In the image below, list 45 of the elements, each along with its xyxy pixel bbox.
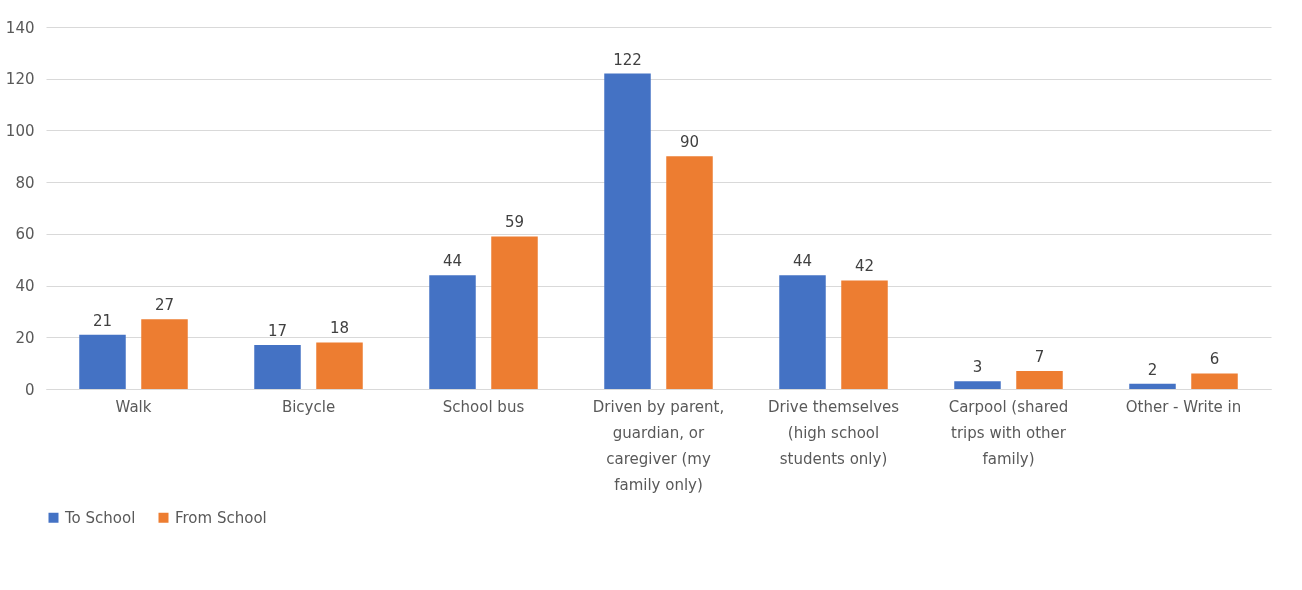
y-tick-label: 120	[5, 70, 35, 89]
data-label: 21	[92, 311, 113, 330]
bar	[779, 275, 826, 389]
y-tick-label: 80	[15, 173, 35, 192]
bar	[1129, 383, 1176, 389]
data-label: 90	[679, 133, 700, 152]
data-label: 122	[613, 50, 642, 69]
data-label: 44	[792, 252, 813, 271]
data-label: 42	[854, 257, 875, 276]
x-tick-label: School bus	[442, 397, 525, 416]
bar	[79, 334, 126, 389]
data-label: 18	[329, 319, 350, 338]
bar	[666, 156, 713, 389]
x-tick-label: Other - Write in	[1125, 397, 1242, 416]
bar	[1191, 373, 1238, 389]
data-label: 17	[267, 322, 288, 341]
data-label: 44	[442, 252, 463, 271]
y-tick-label: 40	[15, 277, 35, 296]
y-tick-label: 20	[15, 328, 35, 347]
bar	[954, 381, 1001, 389]
bar	[604, 73, 651, 389]
bar	[491, 236, 538, 389]
y-tick-label: 0	[24, 380, 35, 399]
bar	[316, 342, 363, 389]
x-tick-label: Drive themselves (high school students only)	[767, 397, 900, 468]
data-label: 27	[154, 296, 175, 315]
y-tick-label: 140	[5, 18, 35, 37]
bar	[141, 319, 188, 389]
data-label: 3	[972, 358, 983, 377]
data-label: 2	[1147, 360, 1158, 379]
data-label: 59	[504, 213, 525, 232]
x-tick-label: Driven by parent, guardian, or caregiver (my family only)	[592, 397, 725, 494]
data-label: 6	[1209, 350, 1220, 369]
x-tick-label: Bicycle	[281, 397, 336, 416]
bar	[254, 345, 301, 389]
legend-label: From School	[175, 508, 267, 527]
bar	[1016, 370, 1063, 389]
bar	[429, 275, 476, 389]
legend-label: To School	[64, 508, 136, 527]
x-tick-label: Walk	[115, 397, 152, 416]
data-label: 7	[1034, 347, 1045, 366]
y-tick-label: 100	[5, 121, 35, 140]
x-tick-label: Carpool (shared trips with other family)	[948, 397, 1069, 468]
bar	[841, 280, 888, 389]
y-tick-label: 60	[15, 225, 35, 244]
